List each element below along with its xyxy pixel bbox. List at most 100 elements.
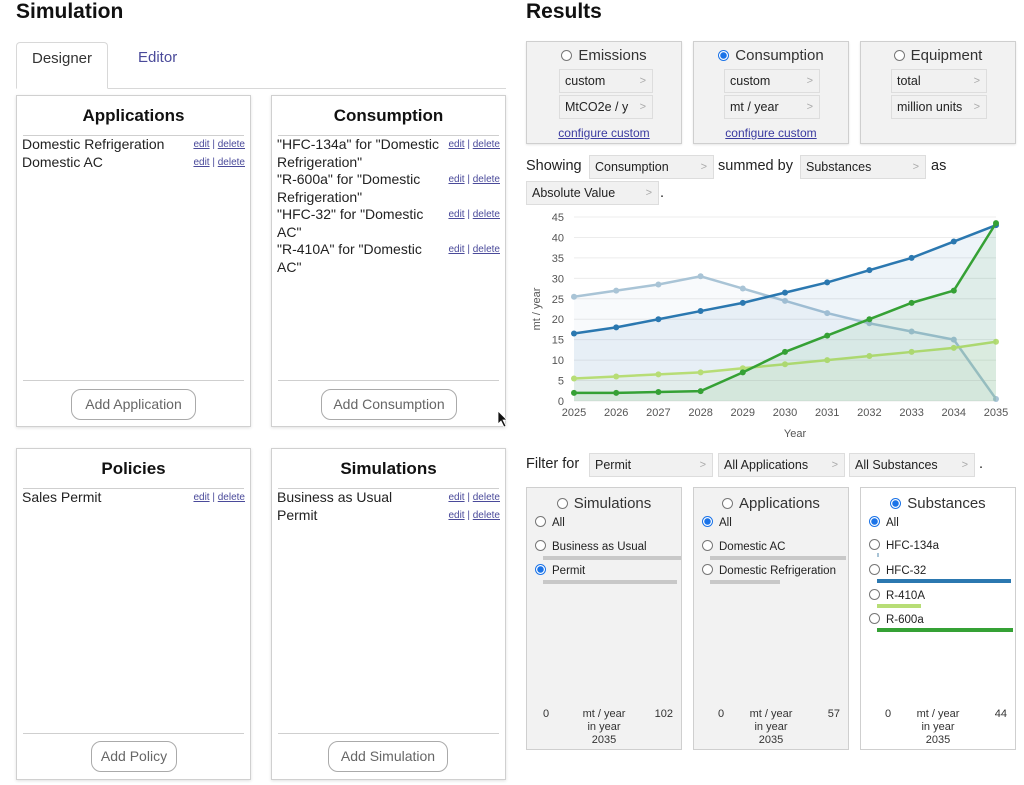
substances-filter-box: Substances All HFC-134a HFC-32 R-410A R-…: [860, 487, 1016, 750]
edit-link[interactable]: edit: [193, 492, 210, 503]
value-type-select[interactable]: Absolute Value >: [526, 181, 659, 205]
emissions-type-select[interactable]: custom >: [559, 69, 653, 93]
delete-link[interactable]: delete: [472, 209, 500, 220]
showing-metric-select[interactable]: Consumption >: [589, 155, 714, 179]
configure-custom-link[interactable]: configure custom: [558, 126, 650, 140]
filter-option-hfc-134a[interactable]: HFC-134a: [869, 539, 1007, 552]
radio-icon[interactable]: [561, 50, 573, 61]
data-point: [697, 273, 704, 280]
radio-icon[interactable]: [869, 613, 880, 624]
delete-link[interactable]: delete: [217, 492, 245, 503]
applications-title: Applications: [82, 106, 185, 125]
designer-tabs: Designer Editor: [16, 42, 506, 89]
radio-icon[interactable]: [893, 50, 905, 61]
radio-icon[interactable]: [702, 564, 713, 575]
radio-selected-icon[interactable]: [535, 564, 546, 575]
delete-link[interactable]: delete: [217, 139, 245, 150]
consumption-metric-option[interactable]: Consumption: [694, 47, 848, 64]
filter-option-domestic-refrigeration[interactable]: Domestic Refrigeration: [702, 564, 840, 577]
data-point: [908, 328, 915, 335]
radio-selected-icon[interactable]: [702, 516, 713, 527]
data-point: [613, 389, 620, 396]
radio-icon[interactable]: [869, 589, 880, 600]
consumption-type-select[interactable]: custom >: [724, 69, 820, 93]
results-heading: Results: [526, 0, 602, 23]
radio-selected-icon[interactable]: [718, 50, 730, 61]
data-point: [824, 332, 831, 339]
filter-option-all[interactable]: All: [869, 516, 1007, 529]
delete-link[interactable]: delete: [472, 510, 500, 521]
filter-option-permit[interactable]: Permit: [535, 564, 673, 577]
policy-name: Sales Permit: [22, 489, 102, 505]
x-axis-label: Year: [784, 428, 807, 440]
edit-link[interactable]: edit: [448, 139, 465, 150]
edit-link[interactable]: edit: [448, 244, 465, 255]
filter-option-r-600a[interactable]: R-600a: [869, 613, 1007, 626]
configure-custom-link[interactable]: configure custom: [725, 126, 817, 140]
add-policy-button[interactable]: Add Policy: [91, 741, 177, 772]
applications-dimension-option[interactable]: Applications: [694, 495, 848, 512]
equipment-units-select[interactable]: million units >: [891, 95, 987, 119]
filter-option-business-as-usual[interactable]: Business as Usual: [535, 540, 673, 553]
x-tick-label: 2031: [815, 407, 839, 419]
equipment-metric-box: Equipment total > million units >: [860, 41, 1016, 144]
radio-icon[interactable]: [869, 539, 880, 550]
add-application-button[interactable]: Add Application: [71, 389, 196, 420]
grouping-select[interactable]: Substances >: [800, 155, 926, 179]
edit-link[interactable]: edit: [448, 492, 465, 503]
edit-link[interactable]: edit: [448, 510, 465, 521]
data-point: [824, 310, 831, 317]
edit-link[interactable]: edit: [448, 174, 465, 185]
add-simulation-button[interactable]: Add Simulation: [328, 741, 448, 772]
simulations-dimension-option[interactable]: Simulations: [527, 495, 681, 512]
series-area: [574, 341, 996, 401]
filter-substance-select[interactable]: All Substances >: [849, 453, 975, 477]
substances-dimension-option[interactable]: Substances: [861, 495, 1015, 512]
radio-selected-icon[interactable]: [890, 498, 902, 509]
equipment-type-select[interactable]: total >: [891, 69, 987, 93]
edit-link[interactable]: edit: [193, 139, 210, 150]
equipment-metric-option[interactable]: Equipment: [861, 47, 1015, 64]
emissions-metric-option[interactable]: Emissions: [527, 47, 681, 64]
simulations-filter-box: Simulations All Business as Usual Permit…: [526, 487, 682, 750]
simulation-name: Permit: [277, 507, 318, 523]
filter-option-hfc-32[interactable]: HFC-32: [869, 564, 1007, 577]
filter-application-select[interactable]: All Applications >: [718, 453, 845, 477]
radio-icon[interactable]: [722, 498, 734, 509]
filter-option-domestic-ac[interactable]: Domestic AC: [702, 540, 840, 553]
delete-link[interactable]: delete: [217, 157, 245, 168]
y-axis-label: mt / year: [531, 287, 543, 330]
data-point: [571, 375, 577, 382]
data-point: [739, 285, 746, 292]
tab-editor[interactable]: Editor: [138, 49, 178, 66]
list-item: Domestic Refrigeration edit | delete: [22, 136, 245, 152]
x-tick-label: 2030: [773, 407, 797, 419]
tab-designer[interactable]: Designer: [16, 42, 108, 89]
summed-by-label: summed by: [718, 158, 793, 174]
delete-link[interactable]: delete: [472, 139, 500, 150]
data-point: [993, 338, 999, 345]
filter-option-all[interactable]: All: [702, 516, 840, 529]
radio-icon[interactable]: [869, 564, 880, 575]
radio-icon[interactable]: [535, 516, 546, 527]
delete-link[interactable]: delete: [472, 174, 500, 185]
filter-option-r-410a[interactable]: R-410A: [869, 589, 1007, 602]
radio-icon[interactable]: [535, 540, 546, 551]
data-point: [950, 336, 957, 343]
filter-option-all[interactable]: All: [535, 516, 673, 529]
consumption-units-select[interactable]: mt / year >: [724, 95, 820, 119]
list-item: "R-410A" for "Domestic AC" edit | delete: [277, 241, 500, 275]
delete-link[interactable]: delete: [472, 244, 500, 255]
emissions-units-select[interactable]: MtCO2e / y >: [559, 95, 653, 119]
simulation-name: Business as Usual: [277, 489, 393, 505]
data-point: [571, 330, 577, 337]
radio-icon[interactable]: [556, 498, 568, 509]
filter-simulation-select[interactable]: Permit >: [589, 453, 713, 477]
y-tick-label: 5: [558, 376, 564, 388]
add-consumption-button[interactable]: Add Consumption: [321, 389, 457, 420]
radio-icon[interactable]: [702, 540, 713, 551]
edit-link[interactable]: edit: [193, 157, 210, 168]
edit-link[interactable]: edit: [448, 209, 465, 220]
delete-link[interactable]: delete: [472, 492, 500, 503]
radio-selected-icon[interactable]: [869, 516, 880, 527]
